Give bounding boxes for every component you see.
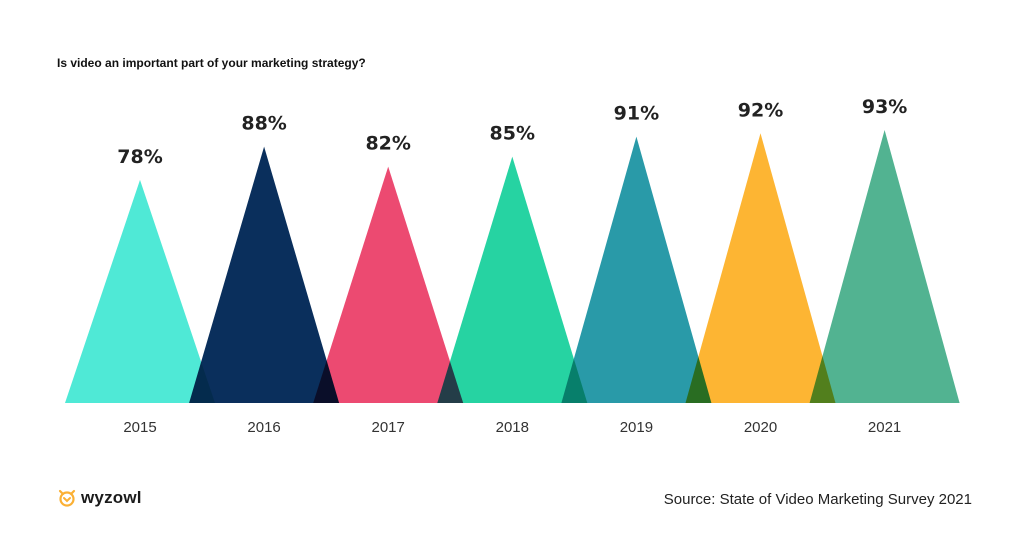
- value-label-2019: 91%: [614, 103, 659, 125]
- triangle-bar-2021: [809, 129, 960, 403]
- value-label-2021: 93%: [862, 96, 907, 118]
- x-tick-label: 2015: [123, 419, 156, 436]
- x-tick-label: 2021: [868, 419, 901, 436]
- x-tick-label: 2020: [744, 419, 777, 436]
- triangle-bar-2015: [65, 179, 215, 403]
- owl-logo-icon: [58, 489, 76, 507]
- chart-title: Is video an important part of your marke…: [57, 56, 366, 70]
- logo-text: wyzowl: [81, 488, 142, 507]
- wyzowl-logo: wyzowl: [57, 488, 142, 508]
- triangle-bar-2020: [685, 133, 836, 403]
- value-label-2016: 88%: [241, 113, 286, 135]
- x-tick-label: 2019: [620, 419, 653, 436]
- x-tick-label: 2017: [372, 419, 405, 436]
- x-tick-label: 2016: [247, 419, 280, 436]
- x-tick-label: 2018: [496, 419, 529, 436]
- value-label-2017: 82%: [365, 133, 410, 155]
- triangle-bar-2016: [189, 146, 340, 403]
- triangle-bar-2017: [313, 166, 464, 403]
- value-label-2018: 85%: [490, 123, 535, 145]
- value-label-2020: 92%: [738, 99, 783, 121]
- value-label-2015: 78%: [117, 146, 162, 168]
- triangle-bar-2019: [561, 136, 712, 403]
- triangle-bar-2018: [437, 156, 588, 403]
- source-note: Source: State of Video Marketing Survey …: [663, 491, 972, 508]
